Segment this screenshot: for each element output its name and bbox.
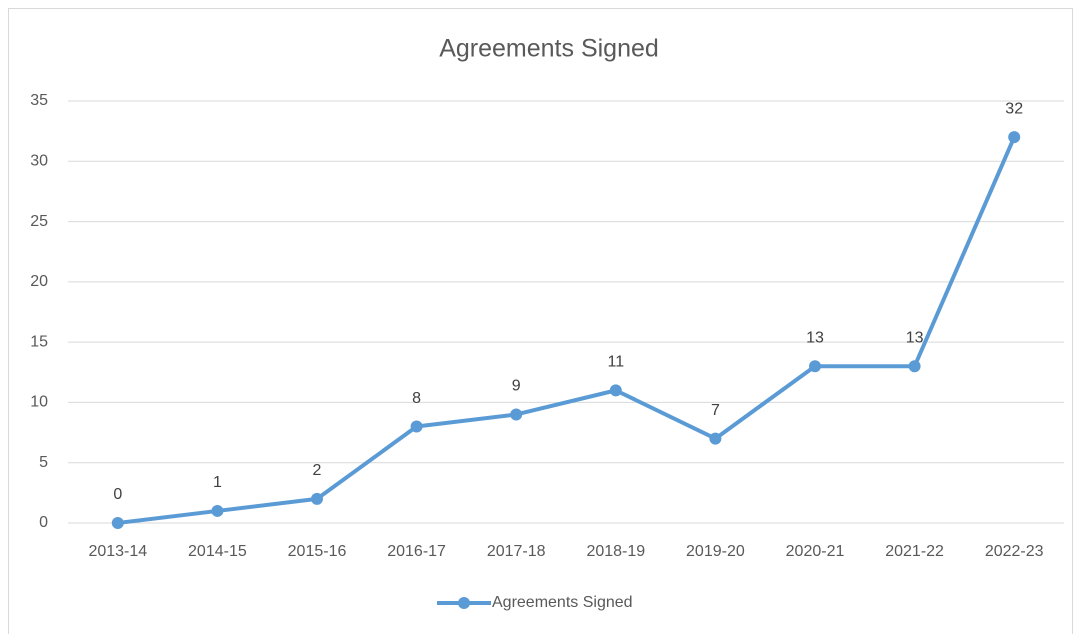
x-tick-label: 2017-18 — [487, 543, 546, 560]
series-line — [115, 135, 1017, 525]
x-tick-label: 2013-14 — [88, 543, 147, 560]
marker — [809, 360, 821, 373]
data-label: 32 — [1005, 100, 1023, 117]
marker — [908, 360, 921, 373]
y-tick-label: 25 — [30, 213, 48, 230]
x-tick-label: 2021-22 — [885, 543, 944, 560]
x-tick-label: 2015-16 — [288, 543, 347, 560]
y-tick-label: 30 — [30, 153, 48, 170]
chart-title: Agreements Signed — [439, 35, 659, 63]
data-label: 9 — [512, 378, 521, 395]
y-tick-label: 20 — [30, 273, 48, 290]
data-label: 11 — [607, 354, 624, 371]
marker — [111, 517, 124, 529]
data-label: 7 — [711, 402, 720, 419]
y-tick-label: 10 — [30, 394, 48, 411]
x-tick-label: 2018-19 — [586, 543, 645, 560]
legend-label: Agreements Signed — [492, 594, 633, 611]
x-tick-label: 2019-20 — [686, 543, 745, 560]
x-tick-label: 2016-17 — [387, 543, 446, 560]
marker — [609, 384, 622, 397]
data-label: 1 — [213, 474, 222, 491]
marker — [1008, 131, 1021, 144]
x-tick-label: 2020-21 — [786, 543, 845, 560]
y-tick-label: 35 — [30, 92, 48, 109]
data-label: 2 — [313, 462, 322, 479]
marker — [510, 408, 523, 421]
legend-marker — [458, 597, 470, 609]
y-tick-label: 5 — [39, 454, 48, 471]
chart-frame — [8, 8, 1073, 634]
marker — [709, 432, 722, 445]
marker — [211, 504, 224, 517]
data-label: 13 — [806, 329, 824, 346]
marker — [410, 420, 423, 433]
x-tick-label: 2014-15 — [188, 543, 247, 560]
data-label: 8 — [412, 390, 421, 407]
y-tick-label: 0 — [39, 514, 48, 531]
x-tick-label: 2022-23 — [985, 543, 1044, 560]
y-tick-label: 15 — [30, 333, 48, 350]
data-label: 0 — [113, 486, 122, 503]
data-label: 13 — [906, 329, 924, 346]
marker — [311, 492, 323, 505]
